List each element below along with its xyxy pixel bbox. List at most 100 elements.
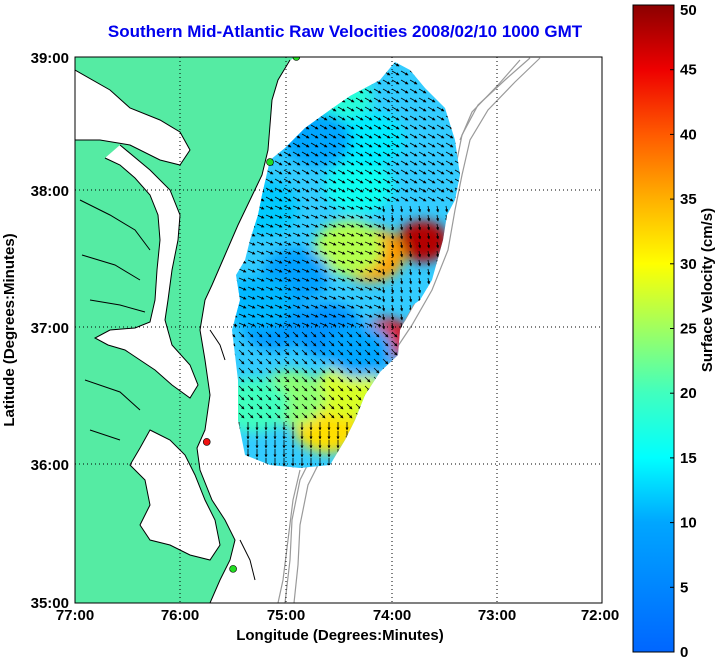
- velocity-vector: [292, 178, 301, 184]
- velocity-vector: [417, 277, 422, 285]
- velocity-vector: [399, 268, 404, 276]
- velocity-vector: [346, 205, 355, 210]
- velocity-vector: [337, 286, 346, 291]
- velocity-vector: [319, 367, 326, 374]
- velocity-vector: [283, 205, 292, 210]
- velocity-vector: [373, 277, 382, 282]
- velocity-vector: [355, 178, 364, 184]
- velocity-vector: [328, 160, 337, 166]
- velocity-vector: [373, 349, 380, 356]
- velocity-vector: [265, 412, 272, 419]
- colorbar-tick-label: 50: [680, 2, 697, 19]
- velocity-vector: [355, 169, 364, 175]
- velocity-vector: [292, 160, 301, 166]
- velocity-vector: [328, 313, 337, 318]
- velocity-vector: [319, 241, 328, 246]
- velocity-vector: [355, 214, 364, 219]
- x-tick: 72:00: [581, 607, 619, 624]
- velocity-vector: [355, 133, 364, 139]
- velocity-vector: [310, 232, 319, 237]
- velocity-vector: [265, 403, 272, 410]
- velocity-vector: [346, 385, 353, 392]
- velocity-vector: [301, 205, 310, 210]
- velocity-vector: [346, 214, 355, 219]
- velocity-vector: [373, 331, 380, 338]
- velocity-vector: [265, 313, 274, 318]
- x-axis-label: Longitude (Degrees:Minutes): [236, 627, 444, 644]
- velocity-vector: [373, 124, 382, 130]
- velocity-vector: [346, 196, 355, 202]
- velocity-vector: [292, 187, 301, 193]
- velocity-vector: [436, 124, 445, 130]
- velocity-vector: [247, 277, 256, 282]
- velocity-vector: [418, 169, 427, 175]
- velocity-vector: [373, 97, 382, 103]
- velocity-vector: [435, 223, 440, 231]
- velocity-vector: [408, 205, 413, 213]
- velocity-vector: [292, 412, 299, 419]
- velocity-vector: [256, 241, 265, 246]
- velocity-vector: [274, 376, 281, 383]
- velocity-vector: [381, 205, 386, 213]
- map-area: [75, 57, 602, 603]
- velocity-vector: [283, 232, 292, 237]
- velocity-vector: [436, 115, 445, 121]
- velocity-vector: [427, 115, 436, 121]
- velocity-vector: [301, 169, 310, 175]
- velocity-vector: [238, 313, 247, 318]
- velocity-vector: [445, 178, 454, 184]
- velocity-vector: [283, 259, 292, 264]
- velocity-vector: [301, 340, 308, 347]
- velocity-vector: [310, 196, 319, 202]
- velocity-vector: [409, 160, 418, 166]
- velocity-vector: [319, 160, 328, 166]
- velocity-vector: [408, 250, 413, 258]
- velocity-vector: [417, 268, 422, 276]
- velocity-vector: [310, 286, 319, 291]
- velocity-vector: [319, 178, 328, 184]
- velocity-vector: [256, 412, 263, 419]
- velocity-vector: [400, 97, 409, 103]
- velocity-vector: [319, 196, 328, 202]
- velocity-vector: [373, 223, 382, 228]
- velocity-vector: [426, 277, 431, 285]
- velocity-vector: [310, 412, 317, 419]
- velocity-vector: [310, 214, 319, 219]
- velocity-vector: [373, 322, 382, 327]
- velocity-vector: [319, 232, 328, 237]
- velocity-vector: [328, 151, 337, 157]
- velocity-vector: [400, 106, 409, 112]
- velocity-vector: [265, 232, 274, 237]
- velocity-vector: [292, 322, 301, 327]
- velocity-vector: [283, 403, 290, 410]
- velocity-vector: [247, 286, 256, 291]
- velocity-vector: [274, 367, 281, 374]
- velocity-vector: [310, 394, 317, 401]
- velocity-vector: [310, 187, 319, 193]
- velocity-vector: [274, 286, 283, 291]
- velocity-vector: [454, 178, 460, 184]
- velocity-vector: [265, 394, 272, 401]
- velocity-vector: [319, 286, 328, 291]
- velocity-vector: [346, 223, 355, 228]
- velocity-vector: [247, 412, 254, 419]
- velocity-vector: [391, 79, 400, 85]
- velocity-vector: [319, 250, 328, 255]
- velocity-vector: [265, 250, 274, 255]
- velocity-vector: [346, 295, 355, 300]
- velocity-vector: [454, 169, 460, 175]
- velocity-vector: [400, 115, 409, 121]
- velocity-vector: [328, 385, 335, 392]
- velocity-vector: [283, 412, 290, 419]
- velocity-vector: [355, 259, 364, 264]
- velocity-vector: [409, 142, 418, 148]
- velocity-vector: [319, 331, 326, 338]
- colorbar-tick-label: 15: [680, 450, 697, 467]
- velocity-vector: [355, 151, 364, 157]
- velocity-vector: [328, 358, 335, 365]
- velocity-vector: [265, 358, 272, 365]
- velocity-vector: [418, 106, 427, 112]
- velocity-vector: [319, 313, 328, 318]
- velocity-vector: [283, 214, 292, 219]
- velocity-vector: [364, 205, 373, 210]
